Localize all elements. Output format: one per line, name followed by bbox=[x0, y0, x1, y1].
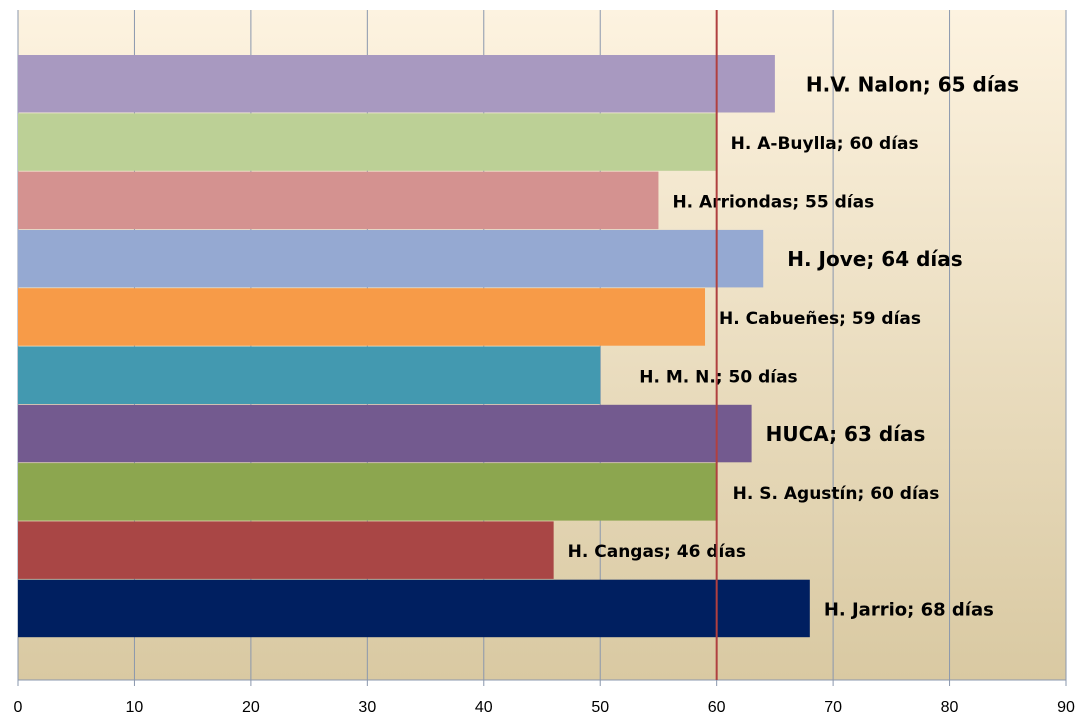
data-label: H. Cangas; 46 días bbox=[568, 542, 746, 562]
x-tick-label: 40 bbox=[475, 699, 493, 716]
data-label: H.V. Nalon; 65 días bbox=[806, 72, 1019, 96]
x-tick-label: 50 bbox=[591, 699, 609, 716]
bar bbox=[18, 288, 706, 346]
bar bbox=[18, 521, 554, 579]
x-tick-label: 20 bbox=[242, 699, 260, 716]
bar bbox=[18, 346, 601, 404]
x-tick-label: 60 bbox=[708, 699, 726, 716]
data-label: H. Jarrio; 68 días bbox=[824, 599, 994, 620]
bar bbox=[18, 113, 717, 171]
bar bbox=[18, 229, 764, 288]
bar bbox=[18, 171, 659, 230]
data-label: H. Jove; 64 días bbox=[787, 247, 962, 271]
x-tick-label: 90 bbox=[1057, 699, 1075, 716]
data-label: H. M. N.; 50 días bbox=[639, 367, 797, 387]
x-tick-label: 0 bbox=[14, 699, 23, 716]
data-label: HUCA; 63 días bbox=[766, 422, 926, 446]
bar bbox=[18, 404, 752, 463]
data-label: H. Arriondas; 55 días bbox=[672, 192, 874, 212]
bar bbox=[18, 463, 717, 521]
x-tick-label: 80 bbox=[941, 699, 959, 716]
x-tick-label: 30 bbox=[358, 699, 376, 716]
bar bbox=[18, 55, 775, 113]
data-label: H. S. Agustín; 60 días bbox=[733, 484, 940, 504]
data-label: H. A-Buylla; 60 días bbox=[731, 134, 919, 154]
x-tick-label: 70 bbox=[824, 699, 842, 716]
x-tick-label: 10 bbox=[126, 699, 144, 716]
data-label: H. Cabueñes; 59 días bbox=[719, 309, 921, 329]
bar bbox=[18, 579, 810, 638]
